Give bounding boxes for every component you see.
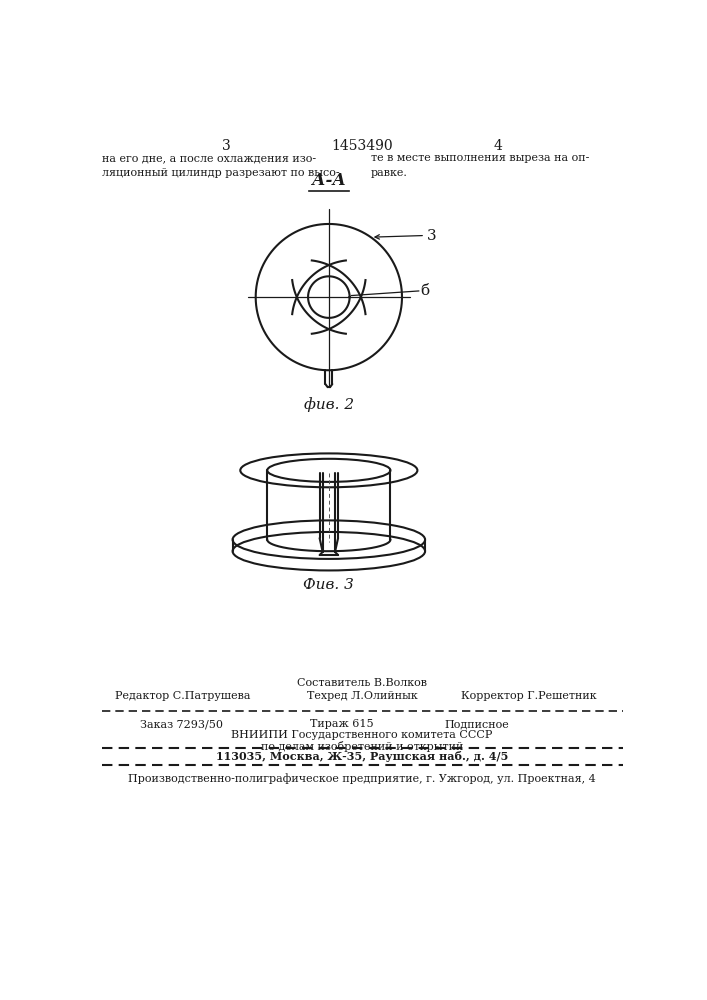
Text: те в месте выполнения выреза на оп-
равке.: те в месте выполнения выреза на оп- равк… bbox=[371, 153, 590, 178]
Text: Тираж 615: Тираж 615 bbox=[310, 719, 373, 729]
Text: 3: 3 bbox=[222, 139, 230, 153]
Text: Составитель В.Волков: Составитель В.Волков bbox=[297, 678, 427, 688]
Text: Производственно-полиграфическое предприятие, г. Ужгород, ул. Проектная, 4: Производственно-полиграфическое предприя… bbox=[128, 773, 596, 784]
Text: на его дне, а после охлаждения изо-
ляционный цилиндр разрезают по высо-: на его дне, а после охлаждения изо- ляци… bbox=[102, 153, 339, 178]
Text: фив. 2: фив. 2 bbox=[304, 397, 354, 412]
Text: 4: 4 bbox=[493, 139, 503, 153]
Text: Подписное: Подписное bbox=[444, 719, 509, 729]
Text: Фив. 3: Фив. 3 bbox=[303, 578, 354, 592]
Text: Техред Л.Олийнык: Техред Л.Олийнык bbox=[307, 691, 417, 701]
Text: А-А: А-А bbox=[312, 172, 346, 189]
Text: ВНИИПИ Государственного комитета СССР: ВНИИПИ Государственного комитета СССР bbox=[231, 730, 493, 740]
Text: б: б bbox=[421, 284, 430, 298]
Text: Корректор Г.Решетник: Корректор Г.Решетник bbox=[461, 691, 597, 701]
Text: Редактор С.Патрушева: Редактор С.Патрушева bbox=[115, 691, 250, 701]
Text: Заказ 7293/50: Заказ 7293/50 bbox=[140, 719, 223, 729]
Text: 3: 3 bbox=[426, 229, 436, 242]
Text: по делам изобретений и открытий: по делам изобретений и открытий bbox=[261, 741, 463, 752]
Text: 1453490: 1453490 bbox=[331, 139, 393, 153]
Text: 113035, Москва, Ж-35, Раушская наб., д. 4/5: 113035, Москва, Ж-35, Раушская наб., д. … bbox=[216, 751, 508, 762]
